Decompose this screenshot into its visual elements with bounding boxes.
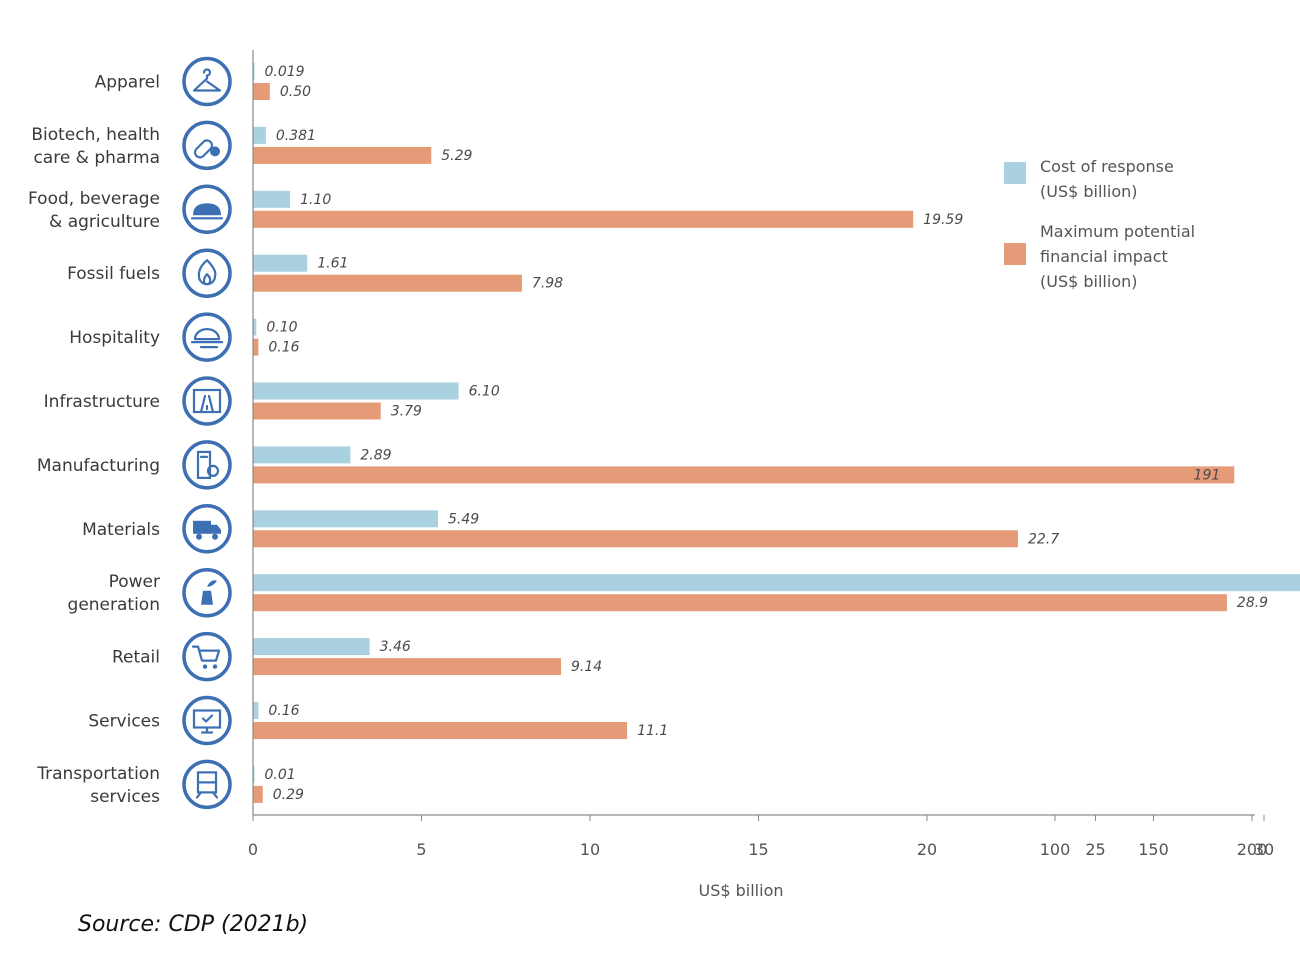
power-plant-icon	[182, 567, 232, 618]
data-label: 1.61	[317, 256, 348, 272]
cost-bar	[253, 446, 351, 464]
cost-bar	[253, 318, 257, 336]
impact-bar	[253, 530, 1018, 548]
machine-icon	[182, 440, 232, 490]
category-label: & agriculture	[49, 212, 160, 232]
data-label: 7.98	[532, 276, 563, 292]
data-label: 3.46	[380, 639, 411, 655]
data-label: 0.16	[268, 703, 299, 719]
legend-label: (US$ billion)	[1040, 182, 1137, 201]
data-label: 2.89	[360, 447, 391, 463]
category-label: generation	[68, 595, 160, 615]
cost-bar	[253, 63, 255, 80]
monitor-icon	[182, 695, 232, 746]
x-tick-label: 100	[1040, 840, 1071, 859]
category-label: Manufacturing	[37, 456, 160, 476]
road-icon	[182, 376, 232, 426]
data-label: 1.10	[300, 192, 331, 208]
pills-icon	[182, 120, 232, 171]
category-label: Food, beverage	[28, 189, 160, 209]
impact-bar	[253, 466, 1235, 484]
cost-bar	[253, 190, 291, 208]
category-label: Fossil fuels	[67, 264, 160, 284]
category-label: Transportation	[36, 764, 160, 784]
cost-bar	[253, 382, 459, 400]
impact-bar	[253, 210, 914, 228]
impact-bar	[253, 338, 259, 356]
x-tick-label: 30	[1254, 840, 1274, 859]
impact-bar	[253, 722, 628, 739]
cloche-icon	[182, 312, 232, 362]
x-tick-label: 15	[748, 840, 768, 859]
legend-label: Cost of response	[1040, 157, 1174, 176]
category-label: Hospitality	[69, 328, 160, 348]
legend-swatch-impact	[1004, 243, 1026, 265]
legend: Cost of response (US$ billion) Maximum pot…	[1004, 157, 1195, 291]
data-label: 0.50	[280, 84, 311, 100]
data-label: 22.7	[1028, 531, 1059, 547]
category-label: care & pharma	[33, 148, 160, 168]
category-label: Retail	[112, 648, 160, 668]
cost-bar	[253, 254, 308, 272]
data-label: 0.29	[273, 787, 304, 803]
legend-swatch-cost	[1004, 162, 1026, 184]
x-tick-label: 20	[917, 840, 937, 859]
x-tick-label: 10	[580, 840, 600, 859]
data-label: 5.29	[441, 148, 472, 164]
data-label: 3.79	[391, 404, 422, 420]
impact-bar	[253, 402, 381, 420]
category-label: Infrastructure	[44, 392, 160, 412]
impact-bar	[253, 274, 522, 292]
data-label: 19.59	[923, 212, 963, 228]
source-note: Source: CDP (2021b)	[78, 912, 309, 937]
cost-bar	[253, 126, 266, 144]
x-tick-label: 150	[1138, 840, 1169, 859]
data-label: 191	[1194, 467, 1221, 483]
impact-bar	[253, 658, 562, 676]
category-label: Apparel	[95, 73, 160, 93]
cost-bar	[253, 574, 1300, 592]
data-label: 5.49	[448, 511, 479, 527]
category-label: Biotech, health	[31, 125, 160, 145]
legend-label: (US$ billion)	[1040, 272, 1137, 291]
data-label: 0.019	[265, 64, 305, 80]
data-label: 0.381	[276, 128, 316, 144]
data-label: 0.01	[265, 767, 296, 783]
truck-icon	[182, 504, 232, 554]
category-label: services	[90, 787, 160, 807]
data-label: 0.16	[268, 340, 299, 356]
cost-bar	[253, 702, 259, 719]
impact-bar	[253, 594, 1227, 612]
category-label: Services	[88, 712, 160, 732]
hanger-icon	[182, 56, 232, 107]
x-tick-label: 5	[416, 840, 426, 859]
impact-bar	[253, 146, 432, 164]
data-label: 11.1	[637, 723, 668, 739]
bread-icon	[182, 184, 232, 235]
cost-bar	[253, 765, 255, 783]
x-axis-title: US$ billion	[699, 881, 784, 900]
legend-label: financial impact	[1040, 247, 1168, 266]
data-label: 6.10	[469, 384, 500, 400]
data-label: 0.10	[266, 320, 297, 336]
data-label: 9.14	[571, 659, 602, 675]
category-label: Materials	[82, 520, 160, 540]
data-label: 28.9	[1237, 595, 1268, 611]
category-label: Power	[109, 572, 160, 592]
cost-bar	[253, 638, 370, 656]
x-tick-label: 200	[1237, 840, 1268, 859]
impact-bar	[253, 785, 263, 803]
cost-bar	[253, 510, 439, 528]
x-tick-label: 25	[1085, 840, 1105, 859]
cart-icon	[182, 631, 232, 682]
train-icon	[182, 759, 232, 810]
impact-bar	[253, 83, 270, 100]
x-tick-label: 0	[248, 840, 258, 859]
legend-label: Maximum potential	[1040, 222, 1195, 241]
flame-icon	[182, 248, 232, 298]
